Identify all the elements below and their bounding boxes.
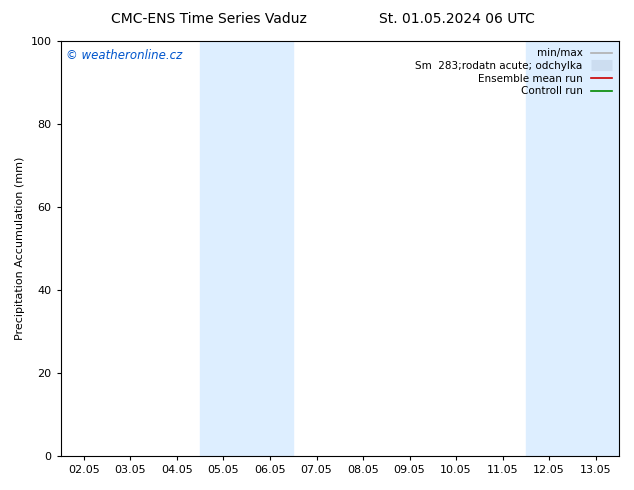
Text: © weatheronline.cz: © weatheronline.cz [66, 49, 183, 62]
Text: St. 01.05.2024 06 UTC: St. 01.05.2024 06 UTC [378, 12, 534, 26]
Bar [526, 41, 619, 456]
Bar [200, 41, 294, 456]
Legend: min/max, Sm  283;rodatn acute; odchylka, Ensemble mean run, Controll run: min/max, Sm 283;rodatn acute; odchylka, … [413, 46, 614, 98]
Text: CMC-ENS Time Series Vaduz: CMC-ENS Time Series Vaduz [112, 12, 307, 26]
Y-axis label: Precipitation Accumulation (mm): Precipitation Accumulation (mm) [15, 157, 25, 340]
